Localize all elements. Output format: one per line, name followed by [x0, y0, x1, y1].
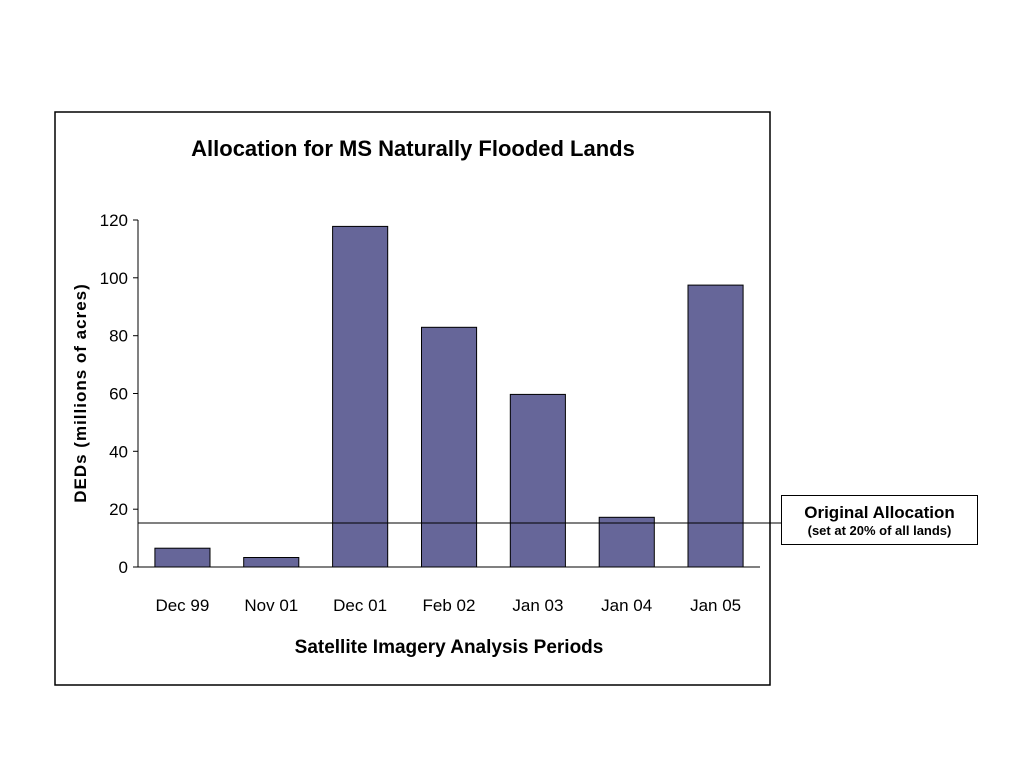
- y-axis-title: DEDs (millions of acres): [71, 283, 90, 503]
- bar-nov-01: [243, 557, 300, 568]
- reference-line-sublabel: (set at 20% of all lands): [807, 523, 952, 538]
- chart-frame: [54, 111, 771, 686]
- x-tick-label: Jan 03: [512, 596, 563, 615]
- reference-line-annotation: Original Allocation (set at 20% of all l…: [781, 495, 978, 545]
- y-tick-label: 0: [119, 558, 128, 577]
- x-tick-label: Jan 04: [601, 596, 652, 615]
- bar-jan-04: [598, 516, 655, 568]
- chart-title: Allocation for MS Naturally Flooded Land…: [191, 136, 635, 161]
- bar-jan-05: [687, 284, 744, 568]
- x-tick-label: Feb 02: [423, 596, 476, 615]
- y-tick-label: 100: [100, 269, 128, 288]
- y-tick-label: 40: [109, 442, 128, 461]
- bars: [154, 225, 744, 568]
- y-tick-label: 60: [109, 385, 128, 404]
- x-tick-label: Dec 99: [155, 596, 209, 615]
- bar-jan-03: [509, 393, 566, 568]
- bar-dec-01: [332, 225, 389, 568]
- bar-feb-02: [421, 326, 478, 568]
- x-axis-title: Satellite Imagery Analysis Periods: [295, 637, 604, 658]
- x-tick-label: Dec 01: [333, 596, 387, 615]
- x-tick-label: Nov 01: [244, 596, 298, 615]
- bar-dec-99: [154, 547, 211, 568]
- x-tick-labels: Dec 99 Nov 01 Dec 01 Feb 02 Jan 03 Jan 04 Jan …: [155, 596, 741, 615]
- y-tick-label: 120: [100, 211, 128, 230]
- y-tick-label: 20: [109, 500, 128, 519]
- y-ticks: 0 20 40 60 80 100 120: [100, 211, 138, 577]
- y-tick-label: 80: [109, 327, 128, 346]
- x-tick-label: Jan 05: [690, 596, 741, 615]
- reference-line-label: Original Allocation: [804, 503, 955, 522]
